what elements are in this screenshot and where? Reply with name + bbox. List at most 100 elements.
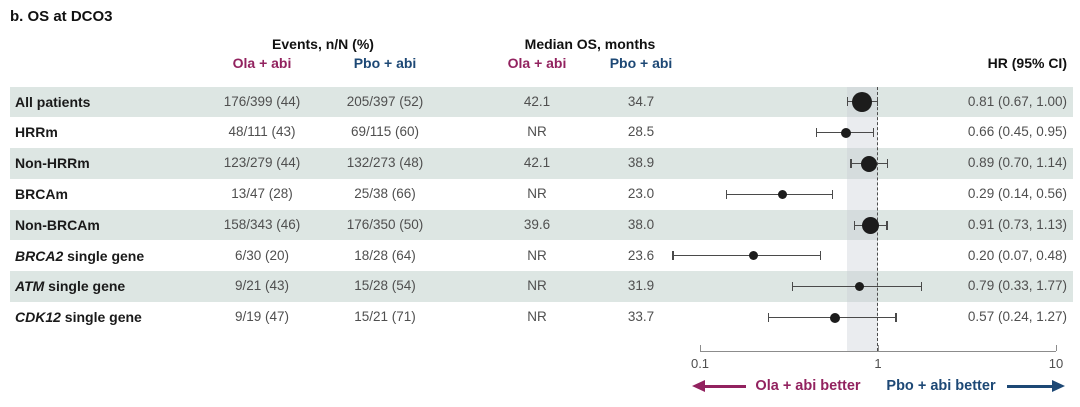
median-pbo-value: 38.0: [627, 216, 655, 232]
events-ola-value: 9/19 (47): [234, 309, 290, 325]
row-stripe: [10, 209, 1073, 241]
hr-ci-value: 0.57 (0.24, 1.27): [967, 309, 1067, 325]
hr-ci-value: 0.66 (0.45, 0.95): [967, 124, 1067, 140]
ci-cap-left: [792, 282, 794, 292]
hr-ci-value: 0.81 (0.67, 1.00): [967, 93, 1067, 109]
row-label: CDK12 single gene: [15, 309, 142, 326]
median-ola-header: Ola + abi: [507, 55, 567, 71]
hr-marker: [829, 312, 840, 323]
hr-ci-value: 0.20 (0.07, 0.48): [967, 247, 1067, 263]
median-pbo-value: 23.0: [627, 185, 655, 201]
hr-marker: [862, 216, 880, 234]
median-pbo-value: 34.7: [627, 93, 655, 109]
x-axis-tick-label: 1: [874, 356, 882, 371]
events-ola-value: 158/343 (46): [223, 216, 301, 232]
events-ola-value: 123/279 (44): [223, 155, 301, 171]
hr-marker: [851, 91, 872, 112]
hr-column-header: HR (95% CI): [987, 55, 1067, 71]
row-label: BRCA2 single gene: [15, 247, 145, 264]
x-axis-tick-label: 10: [1048, 356, 1064, 371]
ola-better-label: Ola + abi better: [755, 378, 861, 394]
median-pbo-value: 31.9: [627, 278, 655, 294]
events-pbo-value: 18/28 (64): [354, 247, 416, 263]
hr-marker: [749, 251, 759, 261]
events-ola-value: 9/21 (43): [234, 278, 290, 294]
events-group-header: Events, n/N (%): [272, 36, 374, 52]
row-label: Non-BRCAm: [15, 216, 100, 233]
events-ola-value: 13/47 (28): [231, 185, 293, 201]
pbo-better-label: Pbo + abi better: [886, 378, 996, 394]
x-axis-tick: [700, 345, 702, 351]
median-ola-value: NR: [527, 124, 547, 140]
hr-marker: [855, 282, 865, 292]
x-axis-line: [700, 351, 1056, 353]
events-pbo-value: 15/28 (54): [354, 278, 416, 294]
events-pbo-value: 132/273 (48): [346, 155, 424, 171]
median-ola-value: NR: [527, 247, 547, 263]
row-label: Non-HRRm: [15, 155, 90, 172]
ci-cap-right: [886, 220, 888, 230]
events-pbo-value: 69/115 (60): [350, 124, 420, 140]
ci-cap-left: [816, 128, 818, 138]
hr-ci-value: 0.79 (0.33, 1.77): [967, 278, 1067, 294]
ci-cap-right: [895, 313, 897, 322]
ci-cap-left: [726, 189, 728, 199]
figure-title: b. OS at DCO3: [10, 8, 113, 25]
events-ola-value: 6/30 (20): [234, 247, 290, 263]
events-pbo-value: 205/397 (52): [346, 93, 424, 109]
ci-cap-left: [847, 97, 849, 107]
row-label: BRCAm: [15, 185, 68, 202]
row-label: All patients: [15, 93, 91, 110]
row-label: ATM single gene: [15, 278, 126, 295]
events-ola-value: 176/399 (44): [223, 93, 301, 109]
ci-cap-right: [820, 251, 822, 261]
events-pbo-value: 25/38 (66): [354, 185, 416, 201]
ci-cap-left: [672, 251, 674, 261]
x-axis-tick: [1056, 345, 1058, 351]
right-arrowhead-icon: [1052, 380, 1065, 392]
row-stripe: [10, 86, 1073, 118]
median-ola-value: 42.1: [523, 155, 551, 171]
hr-marker: [840, 127, 851, 138]
events-pbo-value: 176/350 (50): [346, 216, 424, 232]
left-arrowhead-icon: [692, 380, 705, 392]
median-pbo-value: 23.6: [627, 247, 655, 263]
ci-cap-right: [921, 282, 923, 292]
median-pbo-value: 33.7: [627, 309, 655, 325]
ci-cap-right: [887, 159, 889, 168]
right-arrow-line: [1007, 385, 1052, 388]
median-pbo-value: 28.5: [627, 124, 655, 140]
hr-marker: [777, 189, 787, 199]
row-label: HRRm: [15, 124, 58, 141]
events-pbo-value: 15/21 (71): [354, 309, 416, 325]
median-ola-value: 42.1: [523, 93, 551, 109]
ci-cap-right: [873, 128, 875, 138]
events-ola-header: Ola + abi: [232, 55, 292, 71]
reference-line: [877, 86, 879, 351]
hr-ci-value: 0.29 (0.14, 0.56): [967, 185, 1067, 201]
left-arrow-line: [704, 385, 746, 388]
hr-ci-value: 0.91 (0.73, 1.13): [967, 216, 1067, 232]
x-axis-tick-label: 0.1: [690, 356, 710, 371]
ci-line: [672, 255, 822, 257]
events-ola-value: 48/111 (43): [228, 124, 296, 140]
ci-cap-right: [832, 189, 834, 199]
x-axis-tick: [878, 345, 880, 351]
ci-cap-left: [853, 220, 855, 230]
median-ola-value: NR: [527, 278, 547, 294]
ci-cap-left: [767, 313, 769, 322]
events-pbo-header: Pbo + abi: [353, 55, 417, 71]
median-pbo-header: Pbo + abi: [609, 55, 673, 71]
hr-marker: [860, 155, 877, 172]
median-ola-value: 39.6: [523, 216, 551, 232]
hr-ci-value: 0.89 (0.70, 1.14): [967, 155, 1067, 171]
median-ola-value: NR: [527, 185, 547, 201]
median-os-group-header: Median OS, months: [524, 36, 656, 52]
median-ola-value: NR: [527, 309, 547, 325]
ci-cap-left: [850, 159, 852, 168]
median-pbo-value: 38.9: [627, 155, 655, 171]
